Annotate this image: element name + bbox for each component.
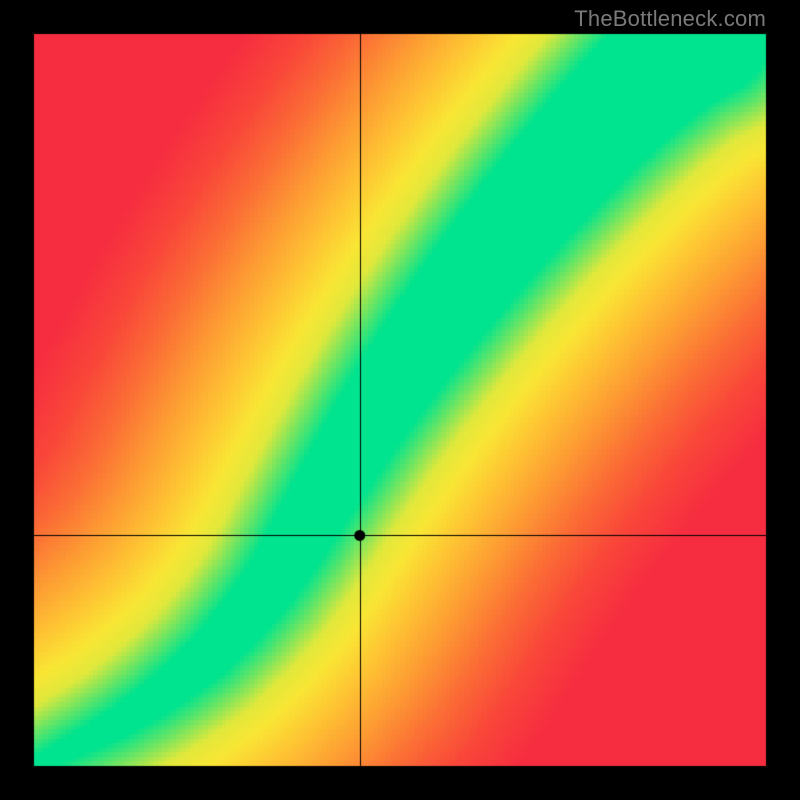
bottleneck-heatmap — [0, 0, 800, 800]
chart-root: TheBottleneck.com — [0, 0, 800, 800]
watermark-text: TheBottleneck.com — [574, 6, 766, 32]
